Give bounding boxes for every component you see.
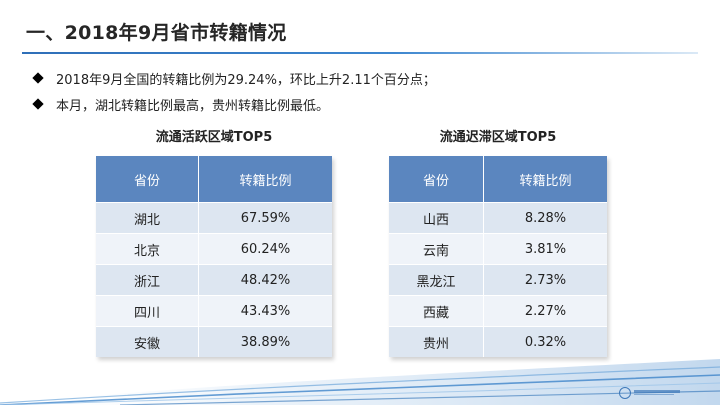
table-row: 安徽 38.89% [96, 326, 332, 357]
bullet-text: 本月，湖北转籍比例最高，贵州转籍比例最低。 [56, 98, 330, 114]
active-regions-table: 省份 转籍比例 湖北 67.59% 北京 60.24% 浙江 48.42% 四川… [96, 156, 332, 357]
active-table-title: 流通活跃区域TOP5 [155, 130, 273, 145]
logo-wordmark-icon [634, 390, 680, 395]
bullet-text: 2018年9月全国的转籍比例为29.24%，环比上升2.11个百分点； [56, 72, 436, 88]
table-header-row: 省份 转籍比例 [96, 156, 332, 203]
decorative-wave [0, 359, 720, 405]
ratio-cell: 2.73% [483, 264, 607, 296]
diamond-bullet-icon [32, 72, 44, 84]
stagnant-table-title: 流通迟滞区域TOP5 [439, 130, 557, 145]
column-header-province: 省份 [96, 156, 199, 203]
province-cell: 云南 [389, 233, 484, 265]
province-cell: 山西 [389, 202, 484, 234]
ratio-cell: 0.32% [483, 326, 607, 357]
title-divider [22, 52, 698, 54]
table-row: 山西 8.28% [389, 202, 607, 234]
table-row: 浙江 48.42% [96, 264, 332, 296]
logo-wordmark [634, 388, 684, 398]
ratio-cell: 48.42% [198, 264, 332, 296]
table-row: 黑龙江 2.73% [389, 264, 607, 296]
province-cell: 北京 [96, 233, 199, 265]
province-cell: 黑龙江 [389, 264, 484, 296]
diamond-bullet-icon [32, 98, 44, 110]
table-row: 贵州 0.32% [389, 326, 607, 357]
column-header-ratio: 转籍比例 [198, 156, 332, 203]
stagnant-regions-table: 省份 转籍比例 山西 8.28% 云南 3.81% 黑龙江 2.73% 西藏 2… [389, 156, 607, 357]
ratio-cell: 3.81% [483, 233, 607, 265]
logo-icon [619, 387, 631, 399]
ratio-cell: 38.89% [198, 326, 332, 357]
province-cell: 贵州 [389, 326, 484, 357]
province-cell: 湖北 [96, 202, 199, 234]
bullet-item: 本月，湖北转籍比例最高，贵州转籍比例最低。 [32, 93, 436, 115]
table-header-row: 省份 转籍比例 [389, 156, 607, 203]
table-row: 北京 60.24% [96, 233, 332, 265]
ratio-cell: 2.27% [483, 295, 607, 327]
ratio-cell: 60.24% [198, 233, 332, 265]
table-row: 四川 43.43% [96, 295, 332, 327]
ratio-cell: 8.28% [483, 202, 607, 234]
ratio-cell: 67.59% [198, 202, 332, 234]
province-cell: 西藏 [389, 295, 484, 327]
organization-logo [619, 387, 684, 399]
ratio-cell: 43.43% [198, 295, 332, 327]
bullet-list: 2018年9月全国的转籍比例为29.24%，环比上升2.11个百分点； 本月，湖… [32, 67, 436, 119]
column-header-ratio: 转籍比例 [483, 156, 607, 203]
province-cell: 四川 [96, 295, 199, 327]
table-row: 云南 3.81% [389, 233, 607, 265]
province-cell: 浙江 [96, 264, 199, 296]
bullet-item: 2018年9月全国的转籍比例为29.24%，环比上升2.11个百分点； [32, 67, 436, 89]
page-title: 一、2018年9月省市转籍情况 [26, 22, 287, 44]
table-row: 湖北 67.59% [96, 202, 332, 234]
province-cell: 安徽 [96, 326, 199, 357]
column-header-province: 省份 [389, 156, 484, 203]
table-row: 西藏 2.27% [389, 295, 607, 327]
